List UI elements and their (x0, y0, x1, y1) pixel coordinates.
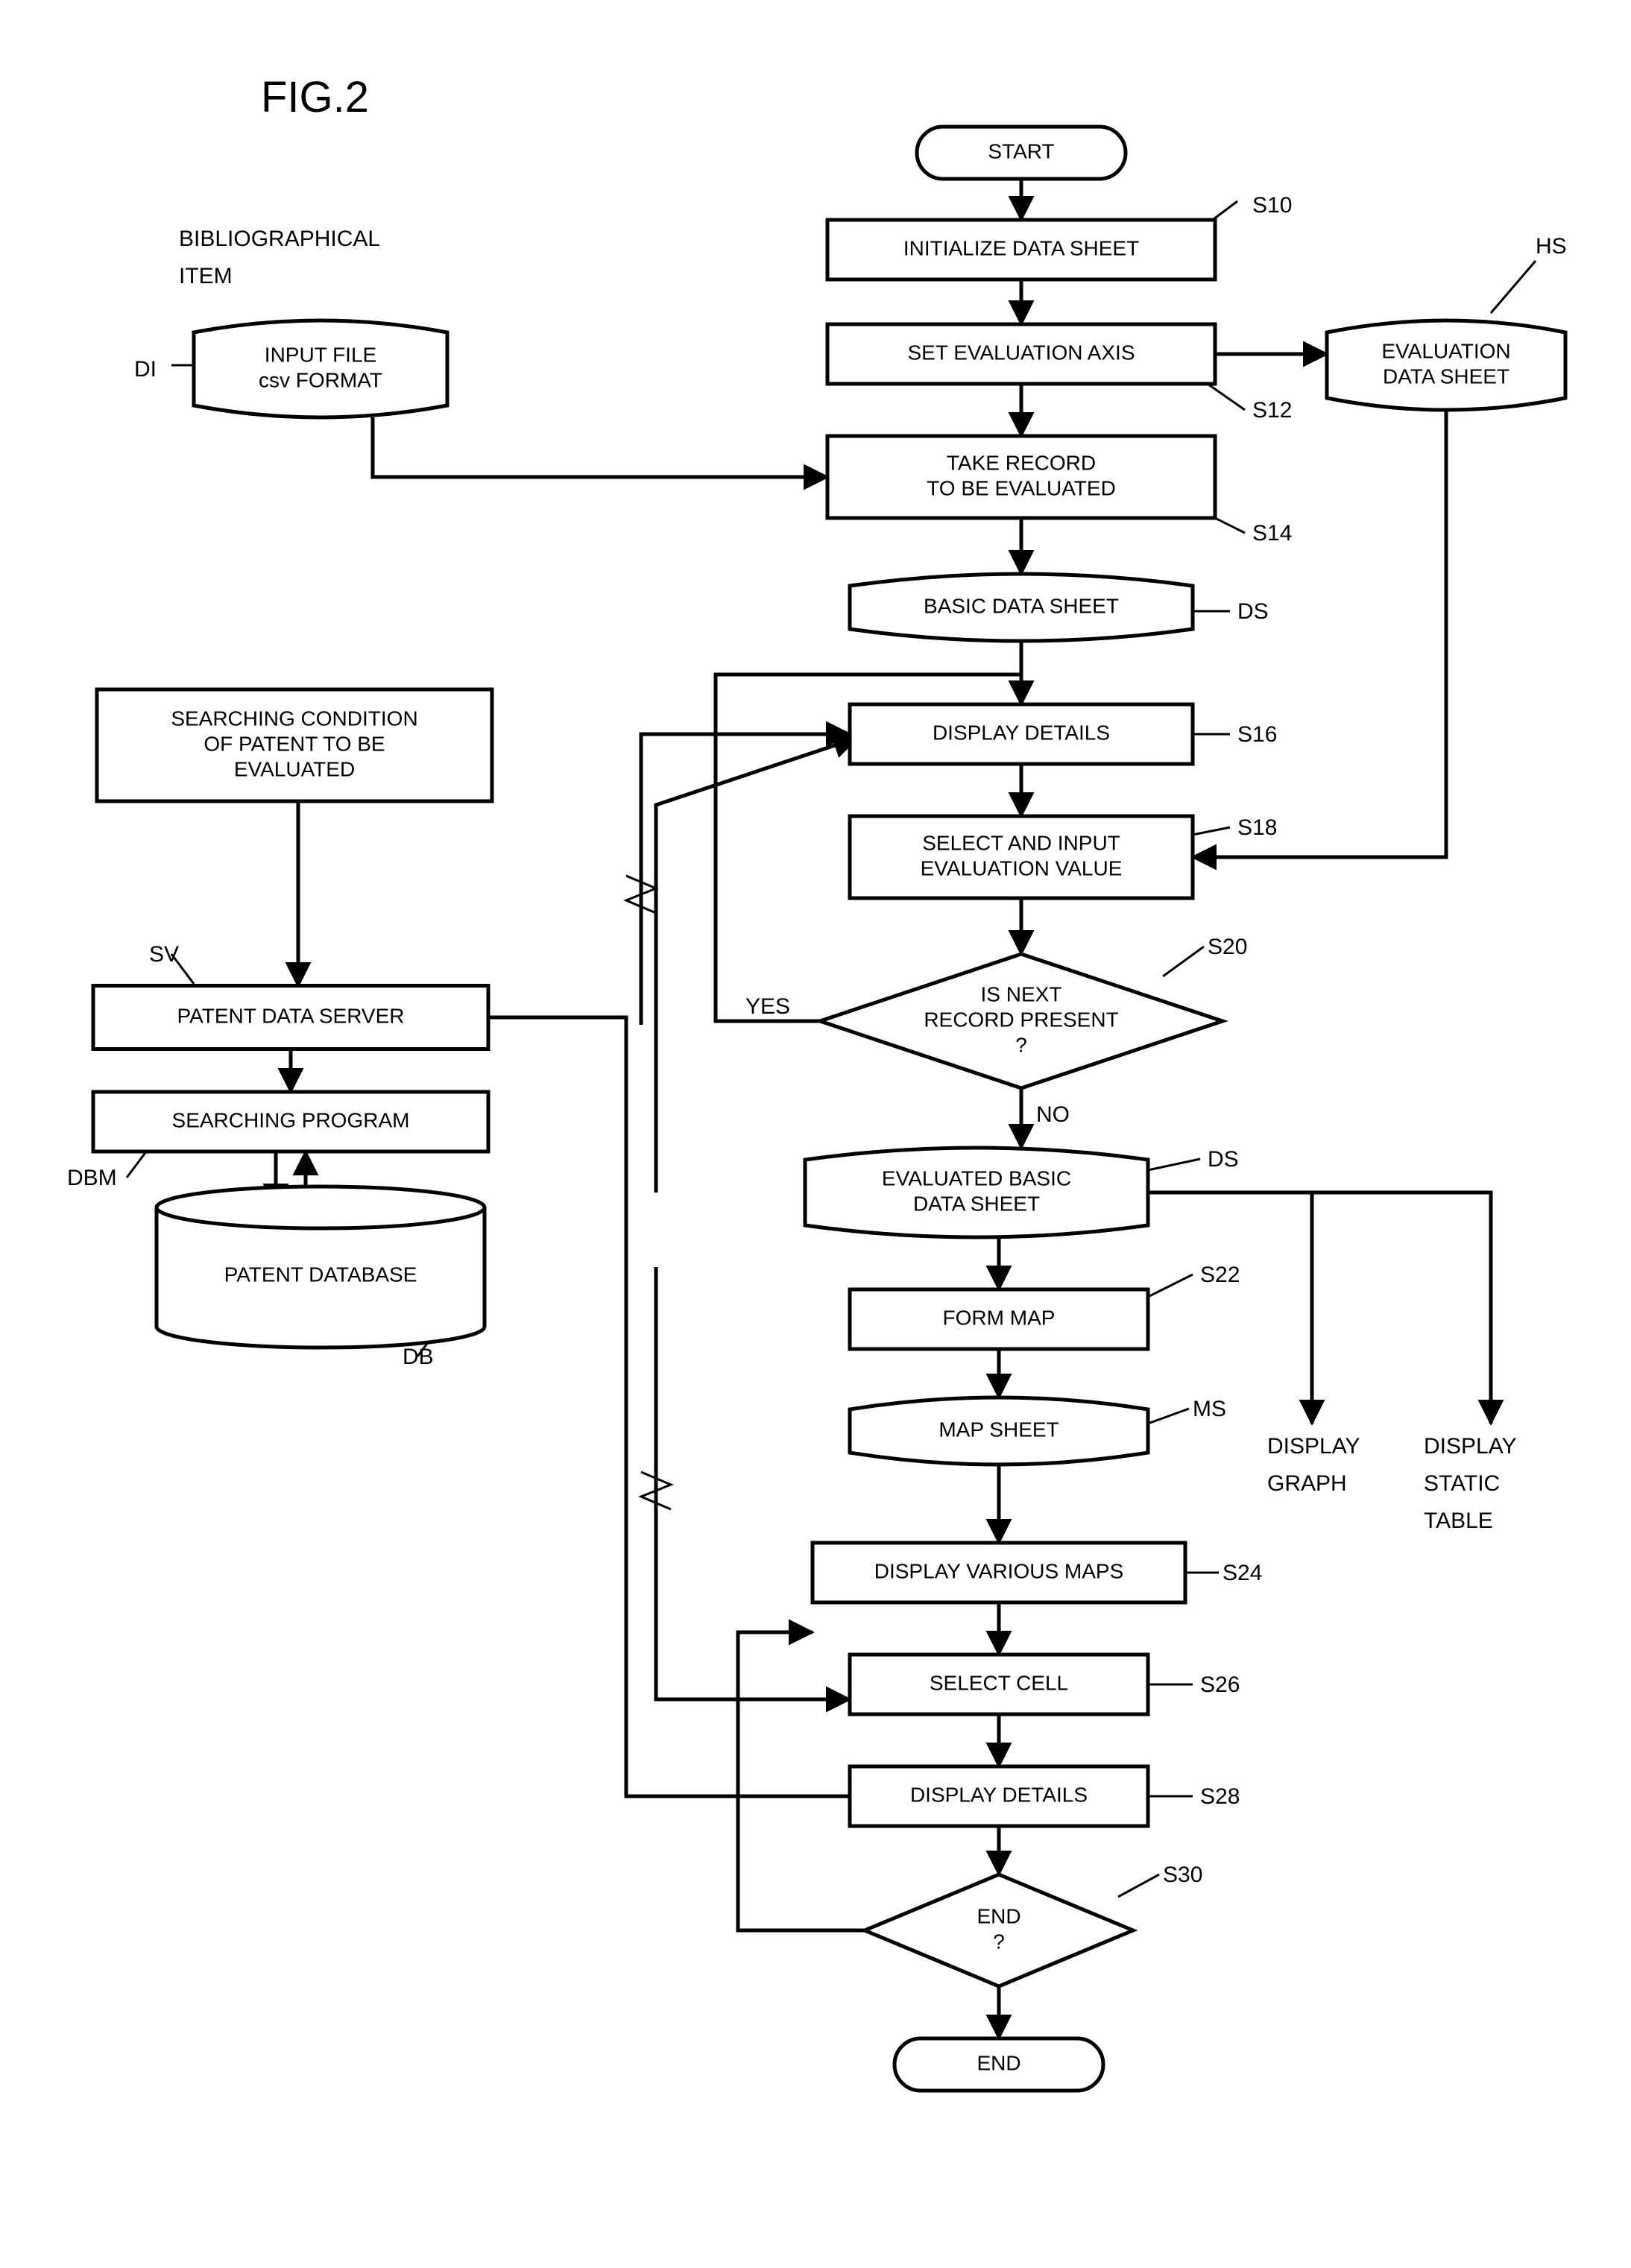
node-text: DISPLAY DETAILS (933, 721, 1110, 744)
node-text: RECORD PRESENT (924, 1008, 1118, 1031)
node-text: INITIALIZE DATA SHEET (903, 236, 1139, 259)
node-text: EVALUATED (234, 757, 355, 780)
node-text: ? (993, 1930, 1005, 1953)
node-text: EVALUATION VALUE (921, 856, 1123, 879)
node-s10: INITIALIZE DATA SHEET (827, 220, 1215, 279)
node-s14: TAKE RECORDTO BE EVALUATED (827, 436, 1215, 518)
label-yes: YES (745, 994, 790, 1019)
label-s10: S10 (1252, 193, 1292, 218)
flow-edge (738, 1632, 865, 1930)
node-text: SELECT AND INPUT (922, 831, 1120, 854)
node-ds2: EVALUATED BASICDATA SHEET (805, 1148, 1148, 1237)
node-text: EVALUATION (1381, 339, 1510, 362)
label-sv: SV (149, 942, 179, 967)
node-text: START (988, 139, 1054, 162)
node-text: DATA SHEET (913, 1192, 1040, 1215)
node-s28: DISPLAY DETAILS (850, 1766, 1148, 1826)
node-text: DATA SHEET (1383, 364, 1509, 388)
node-hs: EVALUATIONDATA SHEET (1327, 320, 1565, 410)
label-graph: GRAPH (1267, 1471, 1347, 1496)
node-dbm: SEARCHING PROGRAM (93, 1092, 488, 1152)
label-s12: S12 (1252, 398, 1292, 423)
node-s20: IS NEXT RECORD PRESENT? (820, 954, 1223, 1088)
label-s28: S28 (1200, 1784, 1240, 1809)
node-di: INPUT FILEcsv FORMAT (194, 320, 447, 417)
flow-edge (656, 1267, 850, 1699)
label-s16: S16 (1237, 722, 1277, 747)
label-display: DISPLAY (1267, 1434, 1360, 1459)
node-s22: FORM MAP (850, 1289, 1148, 1349)
label-db: DB (403, 1345, 434, 1369)
node-s24: DISPLAY VARIOUS MAPS (813, 1543, 1185, 1602)
node-text: SEARCHING PROGRAM (172, 1108, 410, 1131)
node-text: SEARCHING CONDITION (171, 707, 417, 730)
flow-edge (1193, 410, 1446, 857)
node-text: DISPLAY DETAILS (910, 1783, 1088, 1806)
node-s30: END? (865, 1874, 1133, 1986)
node-text: MAP SHEET (938, 1418, 1059, 1441)
node-text: PATENT DATABASE (224, 1263, 417, 1286)
label-s30: S30 (1163, 1863, 1202, 1887)
node-s12: SET EVALUATION AXIS (827, 324, 1215, 384)
flow-edge (1148, 1193, 1491, 1424)
label-bibliographical: BIBLIOGRAPHICAL (179, 227, 380, 251)
label-dbm: DBM (67, 1166, 117, 1190)
label-s14: S14 (1252, 521, 1292, 546)
node-text: TAKE RECORD (947, 451, 1096, 474)
label-display: DISPLAY (1424, 1434, 1517, 1459)
label-s24: S24 (1223, 1561, 1262, 1585)
label-s26: S26 (1200, 1672, 1240, 1697)
node-ms: MAP SHEET (850, 1397, 1148, 1465)
flow-edge (488, 1017, 850, 1796)
label-s22: S22 (1200, 1263, 1240, 1287)
flow-edge (641, 734, 850, 1025)
node-text: BASIC DATA SHEET (924, 594, 1119, 617)
label-ds: DS (1237, 599, 1269, 624)
node-text: DISPLAY VARIOUS MAPS (874, 1559, 1124, 1582)
label-di: DI (134, 357, 157, 382)
node-start: START (917, 127, 1126, 179)
node-text: ? (1015, 1033, 1027, 1056)
node-text: FORM MAP (943, 1306, 1056, 1329)
node-cond: SEARCHING CONDITIONOF PATENT TO BEEVALUA… (97, 689, 492, 801)
node-text: SET EVALUATION AXIS (908, 341, 1135, 364)
label-item: ITEM (179, 264, 233, 288)
node-text: IS NEXT (981, 982, 1062, 1005)
figure-title: FIG.2 (261, 73, 369, 121)
node-text: OF PATENT TO BE (204, 732, 385, 755)
label-no: NO (1036, 1102, 1070, 1127)
label-s20: S20 (1208, 935, 1247, 959)
node-end: END (895, 2038, 1103, 2091)
label-table: TABLE (1424, 1509, 1493, 1533)
label-ds: DS (1208, 1147, 1239, 1172)
label-hs: HS (1536, 234, 1567, 259)
node-text: TO BE EVALUATED (927, 476, 1116, 499)
label-s18: S18 (1237, 815, 1277, 840)
node-s26: SELECT CELL (850, 1655, 1148, 1714)
flow-edge (373, 417, 827, 477)
node-s18: SELECT AND INPUTEVALUATION VALUE (850, 816, 1193, 898)
flow-edge (656, 738, 857, 1193)
node-s16: DISPLAY DETAILS (850, 704, 1193, 764)
node-text: SELECT CELL (930, 1671, 1068, 1694)
node-db: PATENT DATABASE (157, 1187, 485, 1348)
node-ds1: BASIC DATA SHEET (850, 574, 1193, 641)
label-ms: MS (1193, 1397, 1226, 1421)
flow-edge (1148, 1193, 1312, 1424)
node-text: INPUT FILE (265, 343, 376, 366)
node-text: PATENT DATA SERVER (177, 1004, 405, 1027)
node-text: csv FORMAT (259, 368, 382, 391)
label-static: STATIC (1424, 1471, 1500, 1496)
node-text: END (977, 2051, 1020, 2074)
node-sv: PATENT DATA SERVER (93, 986, 488, 1049)
node-text: END (977, 1904, 1020, 1927)
node-text: EVALUATED BASIC (882, 1166, 1071, 1190)
